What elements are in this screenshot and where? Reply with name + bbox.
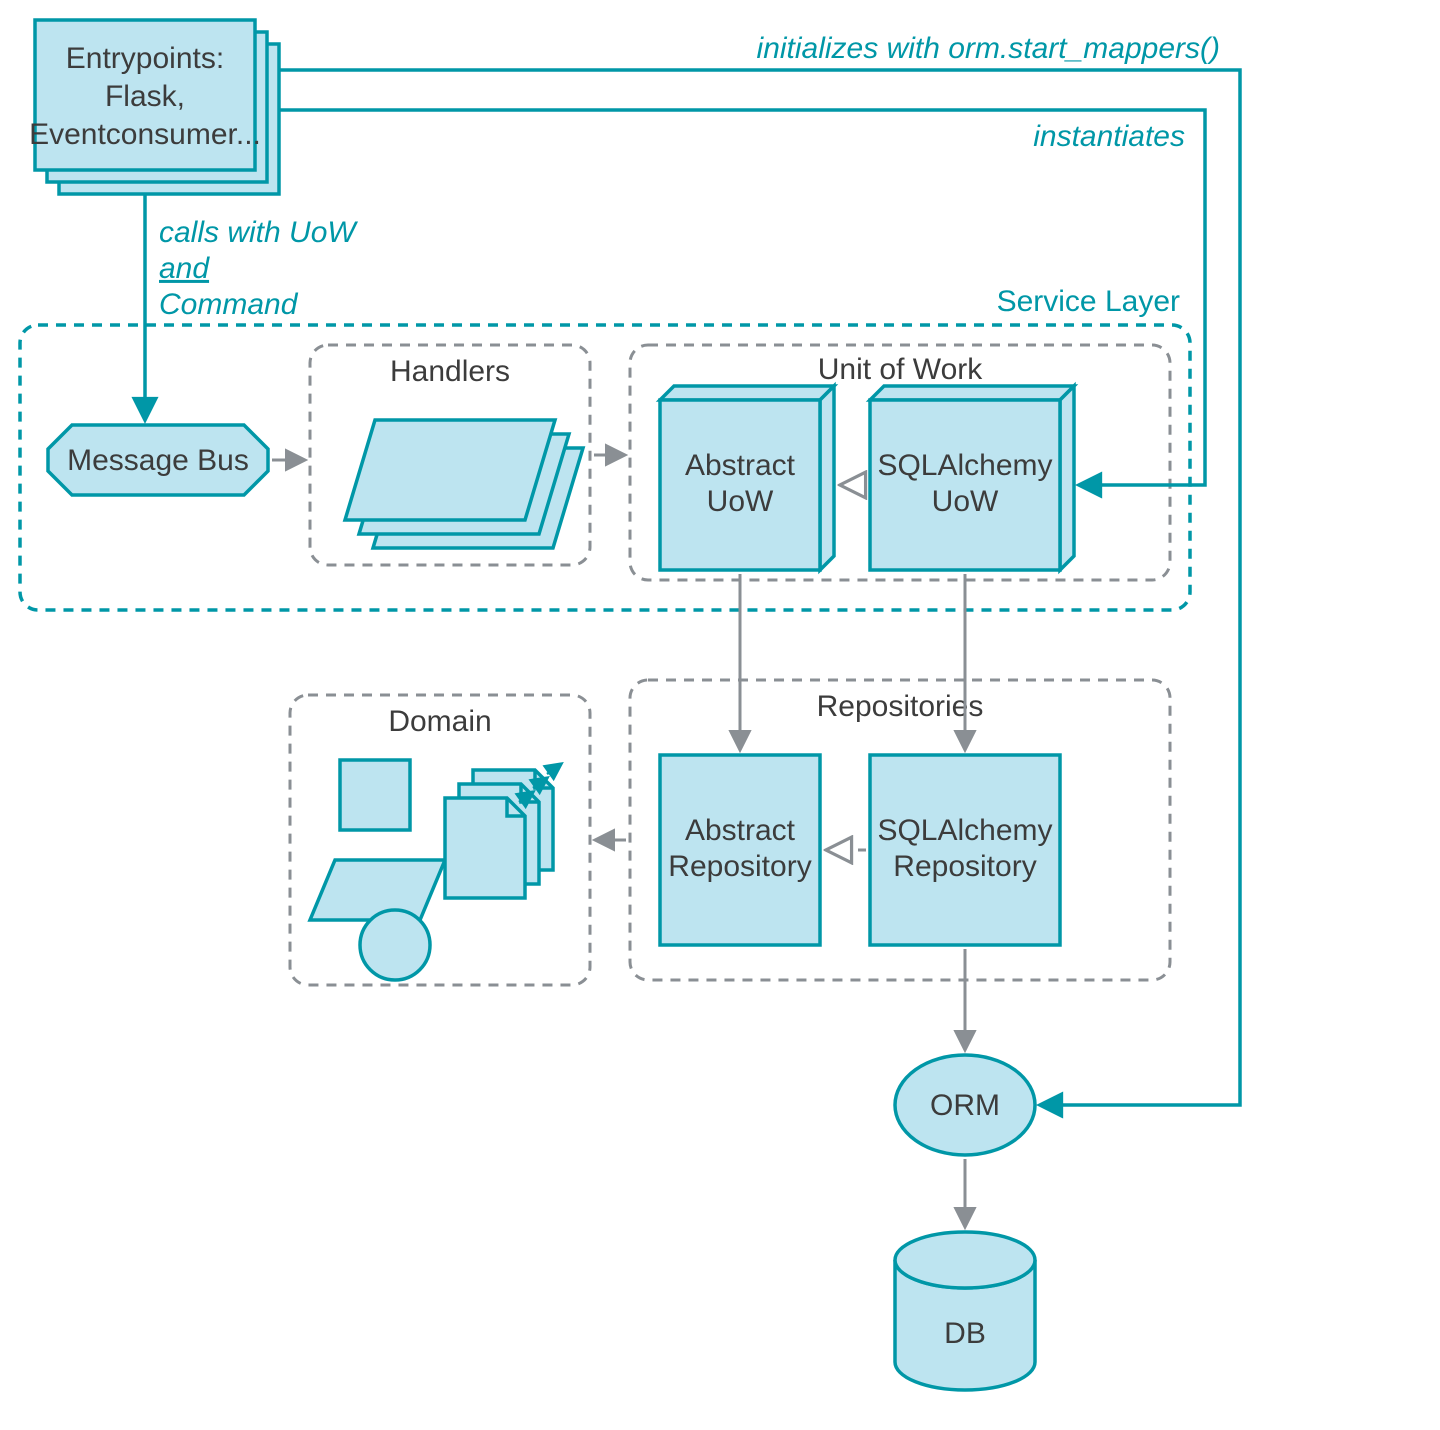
db-node: DB — [895, 1232, 1035, 1390]
sqlalchemy-uow-node-label-0: SQLAlchemy — [877, 449, 1052, 482]
abstract-uow-node-label-1: UoW — [707, 485, 774, 518]
entrypoints-node: Entrypoints: Flask, Eventconsumer... — [29, 20, 279, 194]
domain-parallelogram-icon — [310, 860, 445, 920]
entrypoints-label-0: Entrypoints: — [66, 42, 224, 75]
entrypoints-label-2: Eventconsumer... — [29, 118, 261, 151]
domain-doc-0 — [445, 798, 525, 898]
entrypoints-label-1: Flask, — [105, 80, 185, 113]
edge-entry-to-bus-label-1: and — [159, 252, 210, 285]
edge-entry-to-bus-label-0: calls with UoW — [159, 216, 358, 249]
edge-inst-label: instantiates — [1033, 120, 1185, 153]
sqlalchemy-uow-node: SQLAlchemyUoW — [870, 386, 1074, 570]
domain-square-icon — [340, 760, 410, 830]
abstract-uow-node-label-0: Abstract — [685, 449, 796, 482]
abstract-uow-node: AbstractUoW — [660, 386, 834, 570]
sqlalchemy-uow-node-label-1: UoW — [932, 485, 999, 518]
abstract-repo-node-label-1: Repository — [668, 850, 811, 883]
db-label: DB — [944, 1317, 986, 1350]
domain-circle-icon — [360, 910, 430, 980]
message-bus-label: Message Bus — [67, 444, 249, 477]
orm-label: ORM — [930, 1089, 1000, 1122]
repositories-label: Repositories — [817, 690, 984, 723]
sqlalchemy-repo-node-label-1: Repository — [893, 850, 1036, 883]
unit-of-work-label: Unit of Work — [818, 353, 983, 386]
handlers-stack-0 — [345, 420, 555, 520]
service-layer-label: Service Layer — [997, 285, 1180, 318]
domain-label: Domain — [388, 705, 491, 738]
handlers-label: Handlers — [390, 355, 510, 388]
sqlalchemy-repo-node-label-0: SQLAlchemy — [877, 814, 1052, 847]
edge-init-label: initializes with orm.start_mappers() — [757, 32, 1220, 65]
edge-entry-to-bus-label-2: Command — [159, 288, 299, 321]
abstract-repo-node-label-0: Abstract — [685, 814, 796, 847]
